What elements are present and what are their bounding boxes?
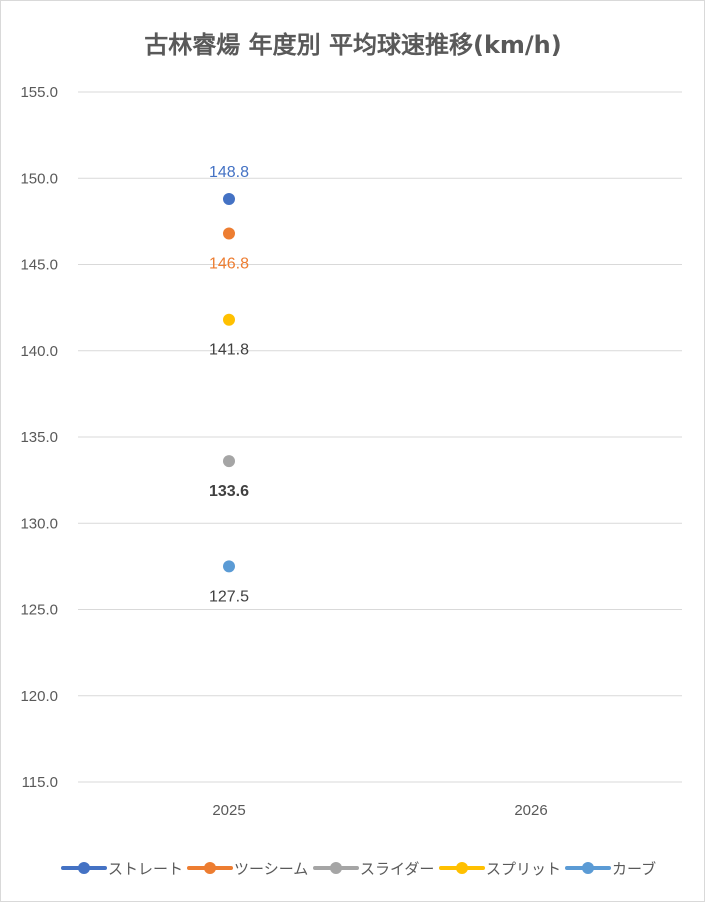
y-tick-label: 115.0 bbox=[22, 774, 58, 791]
y-axis-tick-labels: 155.0 150.0 145.0 140.0 135.0 130.0 125.0 120.0… bbox=[20, 84, 58, 791]
y-tick-label: 120.0 bbox=[20, 688, 58, 705]
legend-item[interactable]: ツーシーム bbox=[187, 860, 308, 878]
legend-label: ツーシーム bbox=[234, 860, 308, 878]
gridlines bbox=[78, 91, 682, 783]
legend[interactable]: ストレート ツーシーム スライダー スプリット カーブ bbox=[61, 860, 656, 878]
x-tick-label: 2025 bbox=[212, 802, 245, 819]
x-axis-tick-labels: 2025 2026 bbox=[212, 802, 547, 819]
y-tick-label: 150.0 bbox=[20, 170, 58, 187]
y-tick-label: 135.0 bbox=[20, 429, 58, 446]
legend-label: ストレート bbox=[108, 860, 183, 878]
chart-title: 古林睿煬 年度別 平均球速推移(km/h) bbox=[144, 31, 561, 59]
legend-dot-marker bbox=[582, 862, 594, 874]
data-label: 141.8 bbox=[209, 342, 249, 359]
data-point[interactable] bbox=[223, 227, 235, 240]
y-tick-label: 155.0 bbox=[20, 84, 58, 101]
legend-item[interactable]: スプリット bbox=[439, 860, 561, 878]
data-point[interactable] bbox=[223, 313, 235, 326]
data-point[interactable] bbox=[223, 455, 235, 468]
data-point[interactable] bbox=[223, 560, 235, 573]
legend-dot-marker bbox=[204, 862, 216, 874]
legend-item[interactable]: ストレート bbox=[61, 860, 183, 878]
y-tick-label: 125.0 bbox=[20, 602, 58, 619]
legend-dot-marker bbox=[330, 862, 342, 874]
data-point[interactable] bbox=[223, 192, 235, 205]
legend-label: スプリット bbox=[486, 860, 561, 878]
legend-item[interactable]: カーブ bbox=[565, 860, 656, 878]
y-tick-label: 140.0 bbox=[20, 343, 58, 360]
x-tick-label: 2026 bbox=[514, 802, 547, 819]
legend-dot-marker bbox=[78, 862, 90, 874]
legend-label: カーブ bbox=[612, 860, 656, 878]
data-label: 133.6 bbox=[209, 483, 249, 500]
y-tick-label: 145.0 bbox=[20, 257, 58, 274]
data-labels: 148.8 146.8 133.6 141.8 127.5 bbox=[209, 164, 249, 605]
data-label: 127.5 bbox=[209, 588, 249, 605]
legend-dot-marker bbox=[456, 862, 468, 874]
legend-item[interactable]: スライダー bbox=[313, 860, 434, 878]
y-tick-label: 130.0 bbox=[20, 515, 58, 532]
data-label: 148.8 bbox=[209, 164, 249, 181]
legend-label: スライダー bbox=[360, 860, 434, 878]
data-label: 146.8 bbox=[209, 255, 249, 272]
data-points bbox=[223, 192, 235, 573]
